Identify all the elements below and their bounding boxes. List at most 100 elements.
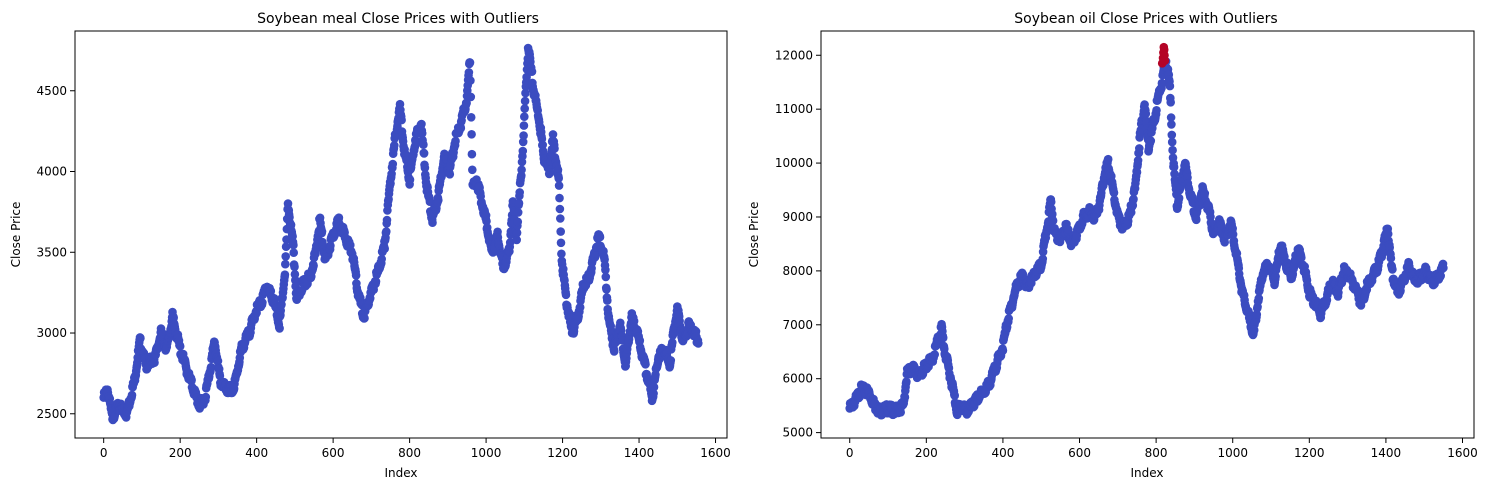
data-point [513, 208, 523, 217]
data-point [518, 137, 528, 147]
y-tick-label: 8000 [782, 264, 813, 278]
data-point [635, 336, 645, 345]
data-point [206, 362, 216, 372]
data-point [517, 165, 526, 175]
y-tick-label: 7000 [782, 318, 813, 332]
data-point [371, 277, 381, 286]
data-point [1168, 145, 1177, 155]
y-tick-label: 12000 [775, 48, 813, 62]
data-point [417, 119, 426, 129]
data-point [150, 358, 159, 368]
y-tick-label: 5000 [782, 426, 813, 440]
x-tick-label: 1600 [1447, 446, 1478, 460]
data-point [289, 240, 298, 250]
data-point [520, 96, 530, 106]
subplot-soybean-oil: Soybean oil Close Prices with Outliers 0… [747, 11, 1478, 480]
x-tick-label: 1000 [471, 446, 502, 460]
data-point [554, 181, 564, 190]
data-point [575, 303, 585, 312]
y-axis-ticks: 5000 6000 7000 8000 9000 10000 11000 12000 [775, 48, 821, 440]
data-point [1383, 229, 1393, 239]
data-point [649, 382, 659, 392]
x-tick-label: 200 [915, 446, 938, 460]
data-point [351, 271, 361, 280]
x-tick-label: 1200 [547, 446, 578, 460]
data-point [1169, 162, 1179, 172]
data-point [1174, 193, 1184, 203]
data-point [417, 129, 427, 138]
data-point [127, 390, 137, 400]
data-point [1046, 197, 1056, 207]
data-point [527, 67, 537, 76]
data-point [666, 356, 676, 365]
x-axis-label: Index [384, 466, 417, 480]
data-point [326, 241, 335, 250]
subplot-soybean-meal: Soybean meal Close Prices with Outliers … [9, 11, 731, 480]
data-point [187, 375, 196, 385]
chart-title: Soybean meal Close Prices with Outliers [257, 11, 539, 27]
data-point [1166, 113, 1176, 122]
data-point [1146, 136, 1156, 146]
data-point [1133, 156, 1143, 165]
data-point [465, 58, 475, 67]
data-point [521, 88, 530, 98]
x-tick-label: 800 [398, 446, 421, 460]
data-point [1103, 154, 1113, 164]
data-point [382, 215, 392, 225]
data-point [380, 244, 390, 253]
data-point [601, 272, 611, 282]
data-point [520, 112, 529, 121]
data-point [464, 68, 474, 77]
x-axis-ticks: 0 200 400 600 800 1000 1200 1400 1600 [846, 438, 1478, 460]
data-point [1157, 79, 1167, 89]
data-point [602, 285, 611, 294]
data-point [505, 238, 515, 247]
data-point [289, 248, 299, 257]
x-tick-label: 1400 [624, 446, 655, 460]
y-tick-label: 11000 [775, 102, 813, 116]
data-point [520, 104, 529, 113]
data-point [1167, 137, 1177, 147]
x-tick-label: 0 [846, 446, 854, 460]
data-point [397, 115, 406, 125]
data-point [377, 254, 387, 264]
data-point [555, 193, 564, 203]
data-point [175, 342, 185, 351]
x-tick-label: 600 [1068, 446, 1091, 460]
x-tick-label: 200 [169, 446, 192, 460]
data-point [556, 238, 566, 248]
data-point [428, 218, 437, 227]
data-point [275, 324, 284, 333]
data-point [950, 391, 959, 400]
data-point [419, 149, 429, 158]
y-tick-label: 2500 [36, 407, 67, 421]
data-point [515, 188, 524, 197]
data-point [512, 235, 521, 245]
scatter-points [845, 42, 1448, 420]
data-point [1129, 194, 1138, 204]
x-tick-label: 1400 [1371, 446, 1402, 460]
data-point [252, 308, 261, 318]
y-axis-label: Close Price [747, 202, 761, 268]
data-point [466, 113, 476, 122]
data-point [1038, 254, 1048, 264]
data-point [1220, 238, 1229, 247]
data-point [522, 72, 531, 82]
data-point [317, 227, 327, 236]
data-point [555, 204, 565, 214]
data-point [1048, 216, 1058, 225]
y-tick-label: 9000 [782, 210, 813, 224]
data-point [1166, 98, 1175, 107]
data-point [468, 165, 477, 175]
data-point [557, 249, 566, 259]
y-tick-label: 4000 [36, 165, 67, 179]
y-tick-label: 10000 [775, 156, 813, 170]
y-tick-label: 3000 [36, 326, 67, 340]
data-point [668, 338, 677, 347]
data-point [514, 198, 524, 208]
data-point [382, 227, 391, 236]
data-point [434, 195, 443, 205]
data-point [1388, 265, 1397, 274]
data-point [519, 131, 528, 140]
